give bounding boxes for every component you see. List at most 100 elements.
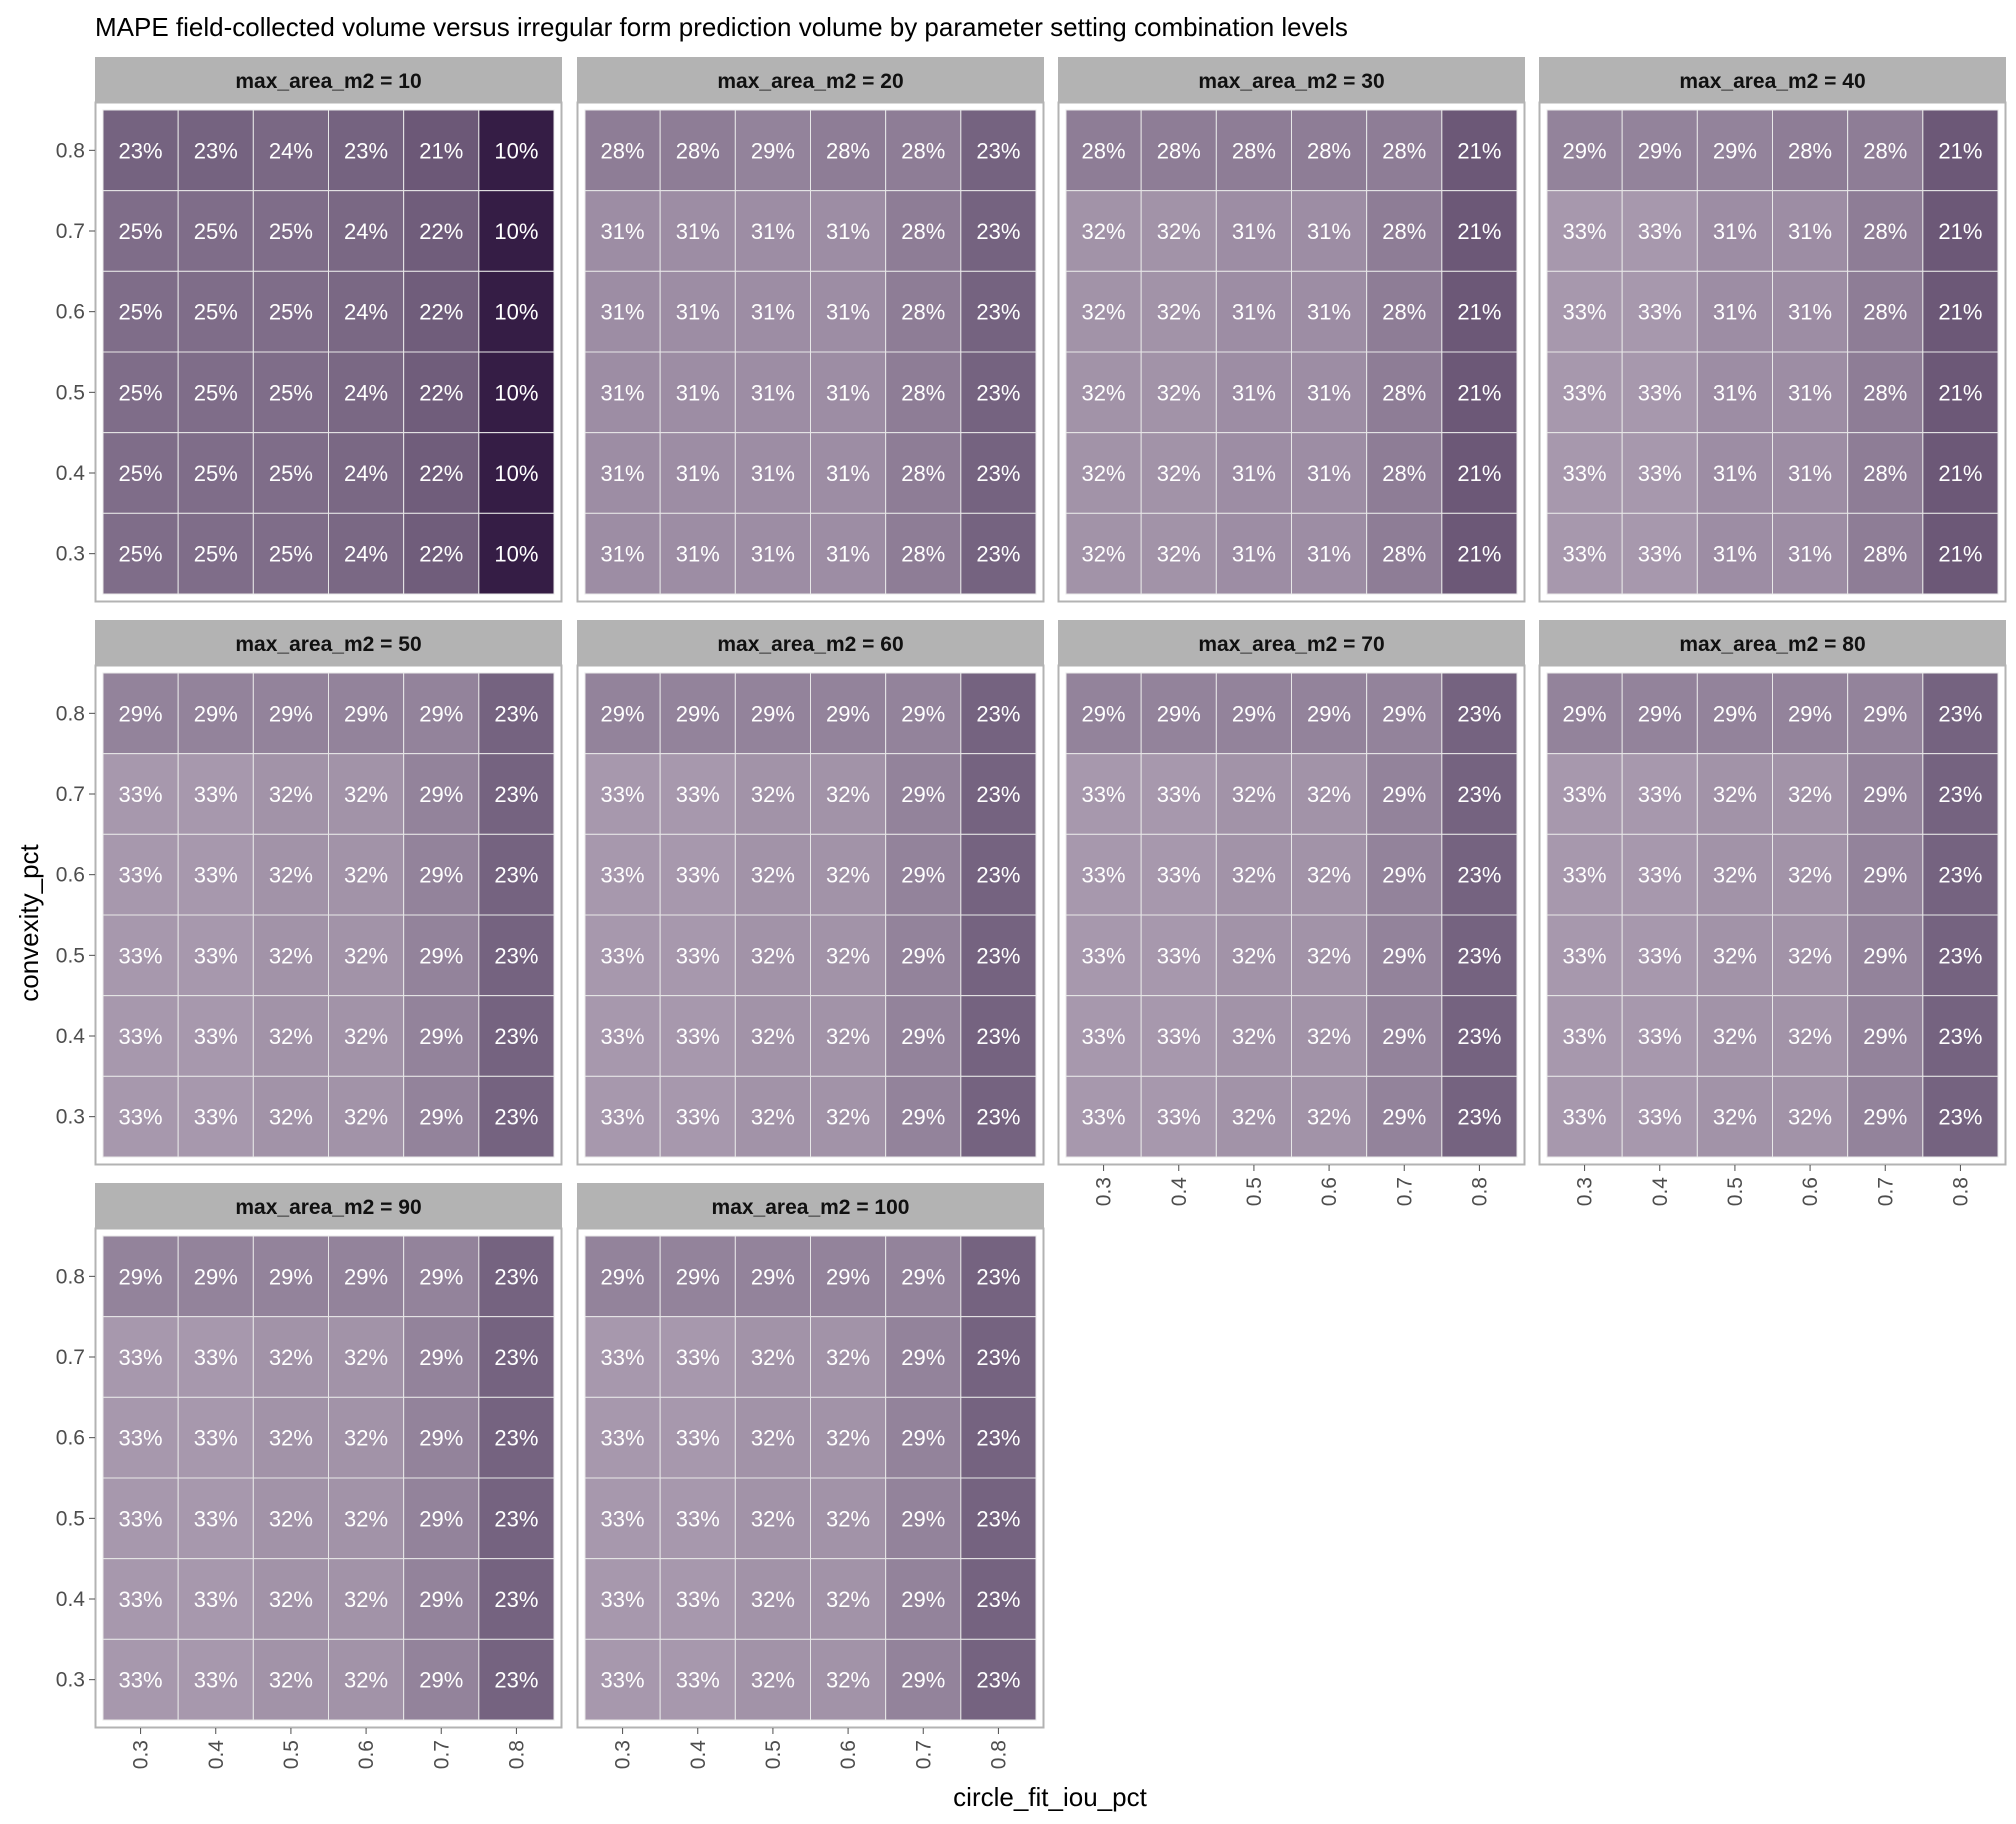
heatmap-cell — [177, 1477, 254, 1560]
y-tick-label: 0.8 — [56, 702, 85, 725]
heatmap-cell — [584, 190, 661, 272]
heatmap-cell — [102, 1396, 179, 1479]
x-tick-label: 0.8 — [987, 1740, 1010, 1769]
cell-value-label: 33% — [676, 1024, 720, 1049]
cell-value-label: 32% — [269, 863, 313, 888]
cell-value-label: 23% — [976, 1105, 1020, 1130]
heatmap-cell — [1696, 109, 1774, 192]
heatmap-cell — [584, 1638, 661, 1721]
heatmap-cell — [1441, 995, 1518, 1077]
cell-value-label: 23% — [494, 701, 538, 726]
heatmap-cell — [403, 995, 480, 1077]
cell-value-label: 32% — [269, 1345, 313, 1370]
heatmap-cell — [960, 753, 1037, 835]
heatmap-cell — [252, 190, 329, 272]
heatmap-cell — [1366, 1075, 1443, 1158]
heatmap-cell — [478, 833, 555, 916]
cell-value-label: 23% — [1457, 1024, 1501, 1049]
cell-value-label: 24% — [344, 300, 388, 325]
cell-value-label: 33% — [119, 943, 163, 968]
cell-value-label: 32% — [826, 1506, 870, 1531]
cell-value-label: 29% — [901, 943, 945, 968]
cell-value-label: 33% — [676, 782, 720, 807]
cell-value-label: 33% — [194, 782, 238, 807]
cell-value-label: 31% — [676, 219, 720, 244]
heatmap-cell — [1772, 351, 1849, 434]
cell-value-label: 33% — [1082, 782, 1126, 807]
cell-value-label: 22% — [419, 542, 463, 567]
heatmap-cell — [734, 1316, 811, 1398]
heatmap-cell — [328, 432, 405, 514]
cell-value-label: 29% — [194, 701, 238, 726]
heatmap-cell — [177, 914, 254, 997]
cell-value-label: 32% — [826, 1345, 870, 1370]
cell-value-label: 24% — [269, 138, 313, 163]
cell-value-label: 33% — [194, 1587, 238, 1612]
cell-value-label: 23% — [1457, 782, 1501, 807]
heatmap-cell — [810, 1075, 887, 1158]
cell-value-label: 28% — [901, 300, 945, 325]
y-tick-label: 0.4 — [56, 1588, 86, 1611]
heatmap-cell — [328, 672, 405, 755]
cell-value-label: 32% — [1082, 461, 1126, 486]
heatmap-cell — [1366, 512, 1443, 595]
cell-value-label: 25% — [194, 219, 238, 244]
facet-strip-label: max_area_m2 = 50 — [235, 633, 421, 656]
cell-value-label: 28% — [1863, 138, 1907, 163]
cell-value-label: 28% — [601, 138, 645, 163]
cell-value-label: 33% — [1563, 542, 1607, 567]
cell-value-label: 23% — [976, 1668, 1020, 1693]
cell-value-label: 32% — [826, 1587, 870, 1612]
heatmap-cell — [1696, 512, 1774, 595]
x-tick-label: 0.4 — [1168, 1177, 1191, 1207]
cell-value-label: 28% — [901, 542, 945, 567]
cell-value-label: 29% — [901, 1506, 945, 1531]
cell-value-label: 28% — [1382, 461, 1426, 486]
cell-value-label: 31% — [751, 219, 795, 244]
heatmap-cell — [1546, 914, 1623, 997]
heatmap-cell — [960, 995, 1037, 1077]
cell-value-label: 31% — [826, 219, 870, 244]
y-tick-label: 0.7 — [56, 1346, 85, 1369]
heatmap-cell — [1847, 914, 1924, 997]
cell-value-label: 32% — [1082, 219, 1126, 244]
cell-value-label: 32% — [751, 782, 795, 807]
cell-value-label: 33% — [1082, 1024, 1126, 1049]
heatmap-cell — [1621, 512, 1698, 595]
cell-value-label: 33% — [1638, 380, 1682, 405]
cell-value-label: 23% — [1938, 782, 1982, 807]
facet-panel: max_area_m2 = 90 29% 29% 29% 29% 29% 23% 33% 33%… — [56, 1183, 563, 1769]
heatmap-cell — [885, 753, 962, 835]
heatmap-cell — [1847, 270, 1924, 353]
cell-value-label: 33% — [601, 782, 645, 807]
heatmap-cell — [478, 1558, 555, 1640]
heatmap-cell — [1291, 672, 1368, 755]
heatmap-cell — [885, 1396, 962, 1479]
heatmap-cell — [478, 914, 555, 997]
cell-value-label: 23% — [976, 219, 1020, 244]
cell-value-label: 23% — [976, 863, 1020, 888]
heatmap-cell — [102, 1477, 179, 1560]
heatmap-cell — [252, 995, 329, 1077]
cell-value-label: 23% — [1938, 701, 1982, 726]
cell-value-label: 23% — [494, 863, 538, 888]
y-tick-label: 0.8 — [56, 139, 85, 162]
cell-value-label: 23% — [976, 1506, 1020, 1531]
heatmap-cell — [1140, 995, 1217, 1077]
cell-value-label: 31% — [676, 542, 720, 567]
heatmap-cell — [1546, 1075, 1623, 1158]
heatmap-cell — [252, 270, 329, 353]
heatmap-cell — [885, 432, 962, 514]
cell-value-label: 32% — [826, 1426, 870, 1451]
heatmap-cell — [1772, 753, 1849, 835]
cell-value-label: 23% — [494, 1506, 538, 1531]
cell-value-label: 32% — [1788, 943, 1832, 968]
heatmap-cell — [584, 351, 661, 434]
heatmap-cell — [252, 351, 329, 434]
cell-value-label: 33% — [1563, 943, 1607, 968]
cell-value-label: 29% — [1307, 701, 1351, 726]
heatmap-cell — [659, 1316, 736, 1398]
heatmap-cell — [810, 351, 887, 434]
heatmap-cell — [177, 1075, 254, 1158]
cell-value-label: 33% — [119, 1587, 163, 1612]
